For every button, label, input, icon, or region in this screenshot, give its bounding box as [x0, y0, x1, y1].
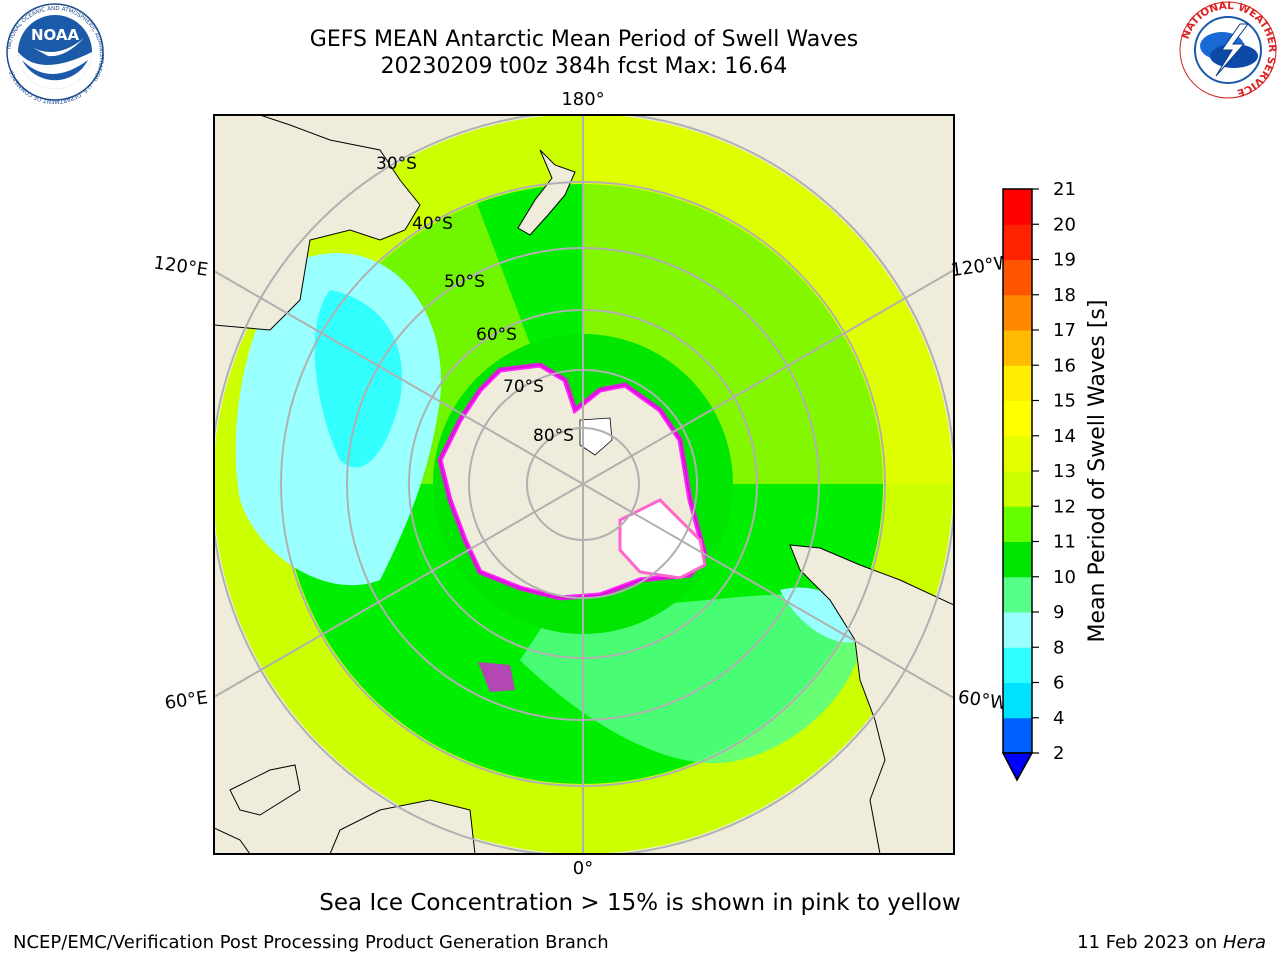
colorbar-swatch — [1003, 506, 1032, 542]
ice-patch-south — [478, 662, 515, 692]
colorbar-swatch — [1003, 435, 1032, 472]
lat-label-80s: 80°S — [533, 426, 574, 446]
host-name: Hera — [1222, 932, 1266, 953]
colorbar-tick-label: 20 — [1053, 214, 1076, 235]
colorbar-tick-label: 11 — [1053, 532, 1076, 553]
colorbar-swatch — [1003, 541, 1032, 578]
lat-label-50s: 50°S — [444, 272, 485, 292]
africa — [329, 799, 476, 854]
graticule — [214, 115, 954, 854]
chart-title: GEFS MEAN Antarctic Mean Period of Swell… — [309, 27, 859, 52]
lat-label-30s: 30°S — [376, 154, 417, 174]
colorbar-tick-label: 13 — [1053, 461, 1076, 482]
colorbar-tick-label: 19 — [1053, 250, 1076, 271]
colorbar-ticks: 2 4 6 8 9 10 11 12 13 14 15 16 17 18 19 20 21 — [1032, 179, 1076, 764]
colorbar-swatch — [1003, 471, 1032, 507]
colorbar-swatch — [1003, 612, 1032, 648]
lon-label-180: 180° — [561, 89, 604, 110]
lat-label-60s: 60°S — [476, 325, 517, 345]
colorbar-swatches — [1003, 189, 1032, 754]
madagascar — [229, 764, 301, 816]
colorbar-swatch — [1003, 189, 1032, 225]
colorbar-tick-label: 14 — [1053, 426, 1076, 447]
colorbar-tick-label: 17 — [1053, 320, 1076, 341]
colorbar-tick-label: 12 — [1053, 496, 1076, 517]
colorbar-swatch — [1003, 400, 1032, 437]
ocean-drake-cyan — [780, 587, 860, 643]
producer-credit: NCEP/EMC/Verification Post Processing Pr… — [13, 932, 609, 953]
meridian-120e — [214, 270, 584, 485]
chart-subtitle: 20230209 t00z 384h fcst Max: 16.64 — [380, 54, 788, 79]
new-zealand — [517, 149, 576, 236]
colorbar-tick-label: 2 — [1053, 743, 1064, 764]
southern-africa-corner — [214, 827, 251, 854]
colorbar-extend-triangle — [1001, 752, 1034, 782]
colorbar-swatch — [1003, 330, 1032, 366]
colorbar-swatch — [1003, 294, 1032, 331]
colorbar-tick-label: 4 — [1053, 708, 1064, 729]
colorbar-swatch — [1003, 576, 1032, 613]
australia — [214, 115, 421, 331]
map-frame — [213, 114, 955, 855]
colorbar-swatch — [1003, 365, 1032, 401]
colorbar-tick-label: 16 — [1053, 355, 1076, 376]
date-credit: 11 Feb 2023 on Hera — [1077, 932, 1266, 953]
colorbar-label: Mean Period of Swell Waves [s] — [1085, 300, 1110, 643]
lat-label-40s: 40°S — [412, 214, 453, 234]
nws-logo-icon: NATIONAL WEATHER SERVICE — [1179, 0, 1278, 99]
weddell-sea-ice — [618, 498, 707, 580]
lon-label-0: 0° — [573, 858, 593, 879]
colorbar-swatch — [1003, 717, 1032, 754]
colorbar-tick-label: 21 — [1053, 179, 1076, 200]
lat-label-70s: 70°S — [503, 377, 544, 397]
colorbar-tick-label: 9 — [1053, 602, 1064, 623]
date-credit-text: 11 Feb 2023 on — [1077, 932, 1223, 953]
colorbar-tick-label: 18 — [1053, 285, 1076, 306]
noaa-logo-icon: NOAA NATIONAL OCEANIC AND ATMOSPHERIC AD… — [6, 3, 104, 104]
meridian-60w — [582, 483, 954, 699]
colorbar-swatch — [1003, 682, 1032, 719]
meridian-60e — [214, 483, 584, 698]
colorbar-tick-label: 10 — [1053, 567, 1076, 588]
ocean-atlantic-band — [520, 594, 864, 764]
colorbar-swatch — [1003, 647, 1032, 683]
sea-ice-footnote: Sea Ice Concentration > 15% is shown in … — [319, 890, 961, 916]
colorbar-tick-label: 8 — [1053, 637, 1064, 658]
colorbar-swatch — [1003, 259, 1032, 296]
colorbar-tick-label: 6 — [1053, 673, 1064, 694]
colorbar-swatch — [1003, 224, 1032, 260]
colorbar-tick-label: 15 — [1053, 391, 1076, 412]
noaa-logo-text: NOAA — [31, 26, 80, 44]
ocean-indian-core — [314, 290, 402, 468]
meridian-120w — [582, 269, 954, 485]
